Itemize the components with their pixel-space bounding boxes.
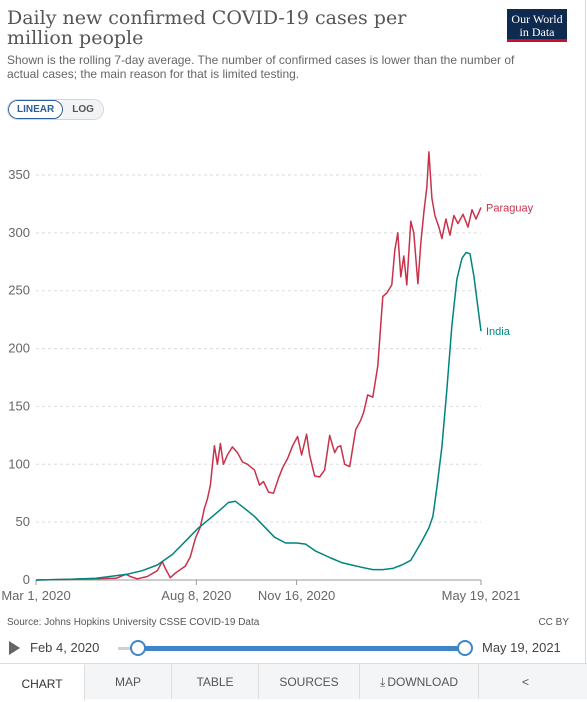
log-scale-button[interactable]: LOG [63, 100, 103, 119]
y-tick-label: 50 [16, 514, 30, 529]
timeline: Feb 4, 2020 May 19, 2021 [0, 636, 587, 660]
series-label-paraguay: Paraguay [486, 202, 534, 214]
y-tick-label: 100 [8, 456, 30, 471]
share-button[interactable]: < [479, 664, 549, 699]
download-label: DOWNLOAD [387, 675, 458, 689]
logo-line-2: in Data [519, 24, 555, 39]
linear-scale-button[interactable]: LINEAR [8, 100, 64, 119]
y-tick-label: 350 [8, 167, 30, 182]
x-tick-label: Mar 1, 2020 [1, 588, 70, 603]
share-icon: < [521, 675, 529, 689]
x-tick-label: May 19, 2021 [442, 588, 521, 603]
chart-title: Daily new confirmed COVID-19 cases per m… [7, 7, 407, 49]
license-link[interactable]: CC BY [538, 617, 569, 628]
tab-sources[interactable]: SOURCES [259, 664, 360, 699]
tab-download[interactable]: ⤓ DOWNLOAD [360, 664, 479, 699]
y-tick-label: 250 [8, 283, 30, 298]
x-tick-label: Nov 16, 2020 [258, 588, 335, 603]
tab-chart[interactable]: CHART [0, 664, 85, 701]
x-tick-label: Aug 8, 2020 [161, 588, 231, 603]
logo-line-1: Our World [511, 11, 563, 26]
y-tick-label: 300 [8, 225, 30, 240]
timeline-selected-range [138, 646, 466, 651]
timeline-start-handle[interactable] [130, 640, 146, 656]
series-line-paraguay [35, 151, 482, 581]
source-link[interactable]: Source: Johns Hopkins University CSSE CO… [7, 617, 260, 628]
owid-logo[interactable]: Our World in Data [507, 9, 567, 42]
play-icon[interactable] [9, 641, 20, 655]
series-label-india: India [486, 326, 511, 338]
download-icon: ⤓ [380, 675, 386, 689]
y-tick-label: 200 [8, 341, 30, 356]
timeline-end-label: May 19, 2021 [482, 640, 561, 655]
logo-accent-bar [507, 39, 567, 42]
tab-bar: CHART MAP TABLE SOURCES ⤓ DOWNLOAD < [0, 663, 587, 701]
chart-subtitle: Shown is the rolling 7-day average. The … [7, 53, 515, 81]
scale-toggle: LINEAR LOG [7, 99, 104, 120]
y-tick-label: 0 [23, 572, 30, 587]
tab-map[interactable]: MAP [85, 664, 172, 699]
timeline-end-handle[interactable] [457, 640, 473, 656]
series-line-india [35, 251, 482, 581]
timeline-start-label: Feb 4, 2020 [30, 640, 100, 655]
line-chart: 0 50 100 150 200 250 300 350 Mar 1, 2020 Aug 8, 2… [1, 151, 534, 603]
tab-table[interactable]: TABLE [172, 664, 259, 699]
y-tick-label: 150 [8, 398, 30, 413]
